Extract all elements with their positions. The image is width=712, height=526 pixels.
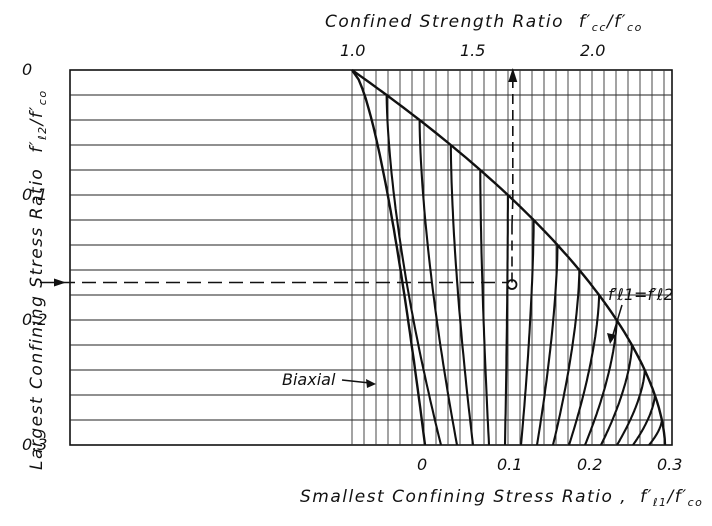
grid-layer [69,69,673,446]
confinement-curve [535,244,559,446]
top-axis-title: Confined Strength Ratio f′cc/f′co [325,12,643,34]
equal-confinement-curve [351,69,667,446]
example-arrow-up [508,68,518,82]
equal-arrowhead [607,333,616,344]
confinement-curve [616,369,646,446]
confinement-curve [568,294,601,446]
left-tick-label: 0.2 [22,310,47,329]
top-tick-label: 1.0 [340,41,365,60]
bottom-tick-label: 0.1 [497,455,522,474]
biaxial-curve [351,69,427,446]
example-dashed-diagonal [511,199,514,226]
top-tick-label: 1.5 [460,41,485,60]
top-tick-label: 2.0 [580,41,605,60]
confinement-curve [385,94,443,446]
example-arrow-left [54,278,66,287]
left-tick-label: 0 [22,60,32,79]
bottom-tick-label: 0.2 [577,455,602,474]
confinement-curve [503,195,509,446]
curve-layer [351,69,667,446]
left-tick-label: 0.3 [22,435,47,454]
confinement-curve [584,320,618,446]
biaxial-arrowhead [366,379,376,388]
confinement-curve [449,144,475,446]
equal-confinement-label: f′ℓ1=f′ℓ2 [608,285,674,304]
bottom-tick-label: 0 [417,455,427,474]
confinement-curve [519,219,535,446]
bottom-axis-title: Smallest Confining Stress Ratio , f′ℓ1/f… [300,487,703,509]
biaxial-leader [341,379,371,384]
annotation-layer: 0 0.1 0.2 0.3 1.0 1.5 2.0 0 0.1 0.2 0.3 [22,41,682,474]
biaxial-label: Biaxial [282,370,336,389]
left-tick-label: 0.1 [22,185,47,204]
bottom-tick-label: 0.3 [657,455,682,474]
left-axis-title: Largest Confining Stress Ratio f′ℓ2/f′co [27,89,49,470]
plot-frame [69,69,673,446]
confinement-curve [648,419,663,446]
confinement-curve [600,344,633,446]
confinement-curve [479,170,491,446]
equal-leader [611,304,623,339]
confinement-curve [632,395,656,446]
confinement-curve [551,270,581,446]
